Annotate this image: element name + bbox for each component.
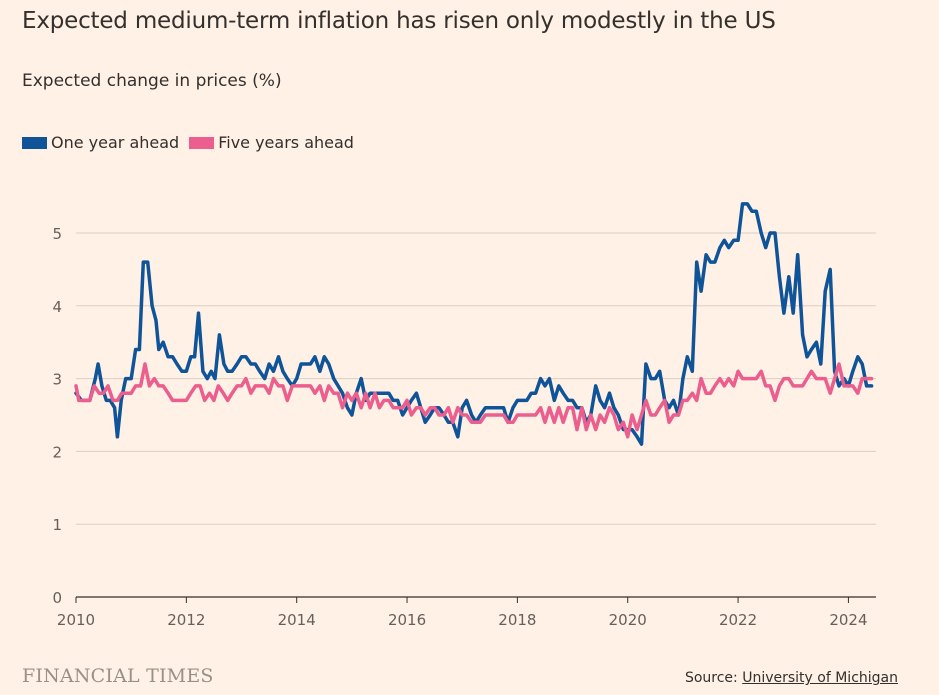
y-tick-label-3: 3 — [52, 371, 62, 389]
legend-item-one-year: One year ahead — [22, 133, 179, 152]
y-tick-label-1: 1 — [52, 516, 62, 534]
x-tick-label-2012: 2012 — [167, 611, 205, 629]
y-tick-label-0: 0 — [52, 589, 62, 607]
y-tick-label-4: 4 — [52, 298, 62, 316]
legend-swatch-one-year — [22, 136, 47, 149]
x-tick-label-2014: 2014 — [278, 611, 316, 629]
x-tick-label-2024: 2024 — [829, 611, 867, 629]
legend-label-one-year: One year ahead — [51, 133, 180, 152]
chart-series — [74, 202, 874, 446]
legend-label-five-years: Five years ahead — [218, 133, 354, 152]
legend-swatch-five-years — [189, 136, 215, 149]
source-link[interactable]: University of Michigan — [742, 670, 898, 686]
ft-logo: FINANCIAL TIMES — [22, 665, 214, 687]
series-line-five-years-ahead — [74, 362, 874, 439]
x-tick-label-2018: 2018 — [498, 611, 536, 629]
source-prefix: Source: — [684, 670, 743, 686]
chart-grid — [75, 232, 876, 603]
series-line-one-year-ahead — [74, 202, 874, 446]
chart-title: Expected medium-term inflation has risen… — [22, 8, 776, 34]
legend-item-five-years: Five years ahead — [189, 133, 354, 152]
x-tick-label-2016: 2016 — [388, 611, 426, 629]
x-tick-label-2020: 2020 — [609, 611, 647, 629]
y-axis-ticks: 0 1 2 3 4 5 — [52, 225, 62, 607]
source-note: Source: University of Michigan — [685, 670, 898, 686]
chart-legend: One year ahead Five years ahead — [22, 133, 364, 152]
chart-subtitle: Expected change in prices (%) — [22, 71, 282, 91]
x-tick-label-2022: 2022 — [719, 611, 757, 629]
x-axis-ticks: 2010 2012 2014 2016 2018 2020 2022 2024 — [57, 611, 868, 629]
y-tick-label-2: 2 — [52, 443, 62, 461]
x-tick-label-2010: 2010 — [57, 611, 95, 629]
y-tick-label-5: 5 — [52, 225, 62, 243]
